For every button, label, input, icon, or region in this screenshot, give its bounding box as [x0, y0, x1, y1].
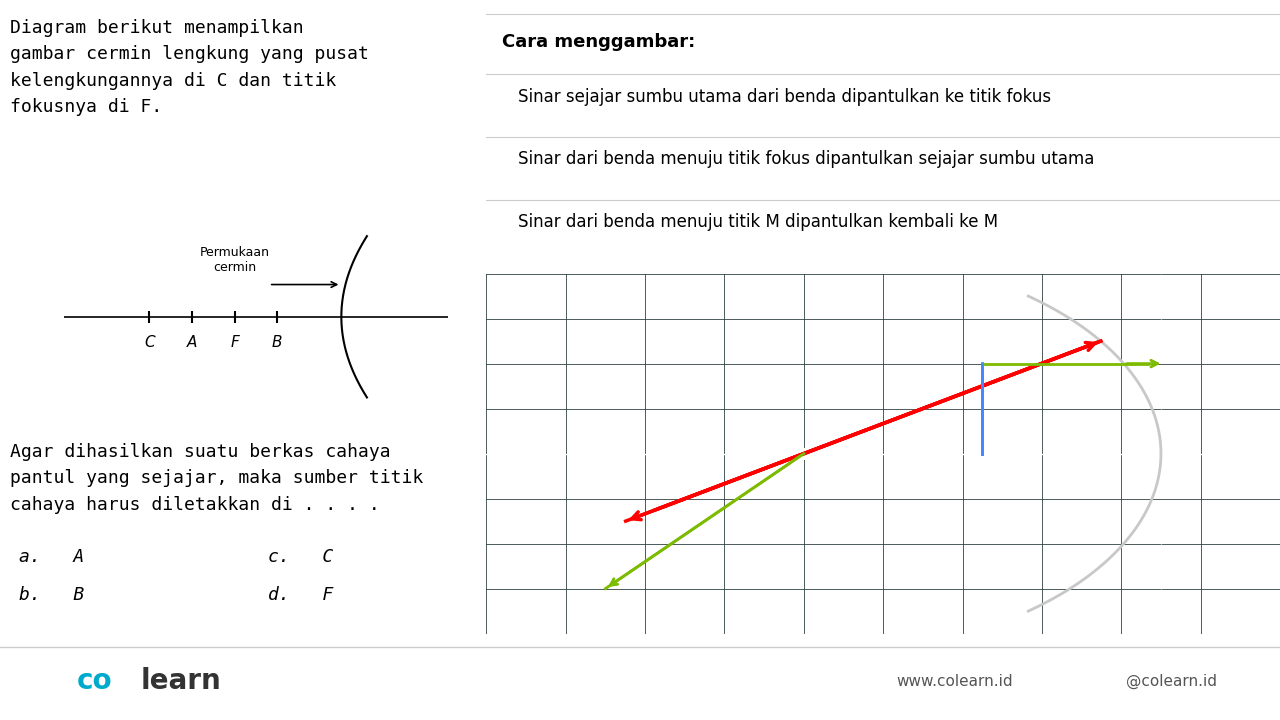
Text: Agar dihasilkan suatu berkas cahaya
pantul yang sejajar, maka sumber titik
cahay: Agar dihasilkan suatu berkas cahaya pant… — [10, 443, 422, 513]
Text: b.   B: b. B — [19, 587, 84, 605]
Text: co: co — [77, 667, 113, 695]
Text: C: C — [145, 335, 155, 350]
Text: F: F — [230, 335, 239, 350]
Text: Diagram berikut menampilkan
gambar cermin lengkung yang pusat
kelengkungannya di: Diagram berikut menampilkan gambar cermi… — [10, 19, 369, 116]
Text: Cara menggambar:: Cara menggambar: — [502, 33, 695, 51]
Text: @colearn.id: @colearn.id — [1126, 673, 1217, 689]
Text: A: A — [187, 335, 197, 350]
Text: Sinar dari benda menuju titik fokus dipantulkan sejajar sumbu utama: Sinar dari benda menuju titik fokus dipa… — [518, 150, 1094, 168]
Text: M: M — [812, 457, 827, 472]
Text: Sinar dari benda menuju titik M dipantulkan kembali ke M: Sinar dari benda menuju titik M dipantul… — [518, 213, 998, 231]
Text: F: F — [991, 457, 1001, 472]
Text: d.   F: d. F — [268, 587, 333, 605]
Text: a.   A: a. A — [19, 548, 84, 566]
Text: c.   C: c. C — [268, 548, 333, 566]
Text: Sinar sejajar sumbu utama dari benda dipantulkan ke titik fokus: Sinar sejajar sumbu utama dari benda dip… — [518, 88, 1051, 106]
Text: learn: learn — [141, 667, 221, 695]
Text: B: B — [273, 335, 283, 350]
Text: Permukaan
cermin: Permukaan cermin — [200, 246, 270, 274]
Text: www.colearn.id: www.colearn.id — [896, 674, 1012, 688]
